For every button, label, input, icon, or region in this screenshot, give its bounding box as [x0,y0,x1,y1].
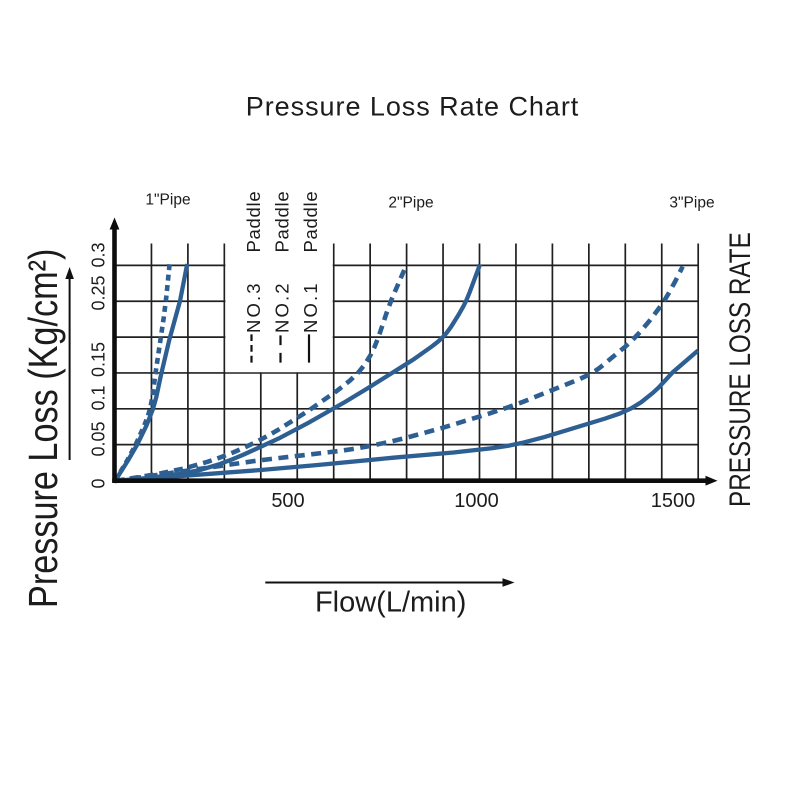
svg-text:0.3: 0.3 [89,242,109,267]
svg-text:Pressure Loss Rate Chart: Pressure Loss Rate Chart [246,92,579,122]
svg-text:Paddle: Paddle [243,191,264,253]
svg-text:1000: 1000 [454,490,499,512]
svg-text:Paddle: Paddle [272,191,293,253]
svg-text:NO.2: NO.2 [272,281,293,333]
svg-text:Paddle: Paddle [300,191,321,253]
svg-text:0.05: 0.05 [89,421,109,456]
svg-text:500: 500 [271,490,304,512]
svg-text:Pressure Loss (Kg/cm²): Pressure Loss (Kg/cm²) [21,249,67,608]
svg-text:2"Pipe: 2"Pipe [388,195,433,212]
svg-text:PRESSURE LOSS RATE: PRESSURE LOSS RATE [723,232,757,507]
svg-text:0: 0 [89,478,109,488]
svg-text:0.15: 0.15 [89,342,109,377]
svg-text:0.25: 0.25 [89,275,109,310]
svg-text:NO.3: NO.3 [243,281,264,333]
svg-text:1"Pipe: 1"Pipe [145,191,190,208]
svg-text:1500: 1500 [651,490,696,512]
svg-text:0.1: 0.1 [89,385,109,410]
svg-text:Flow(L/min): Flow(L/min) [315,587,466,619]
svg-text:3"Pipe: 3"Pipe [669,195,714,212]
svg-text:NO.1: NO.1 [300,281,321,333]
